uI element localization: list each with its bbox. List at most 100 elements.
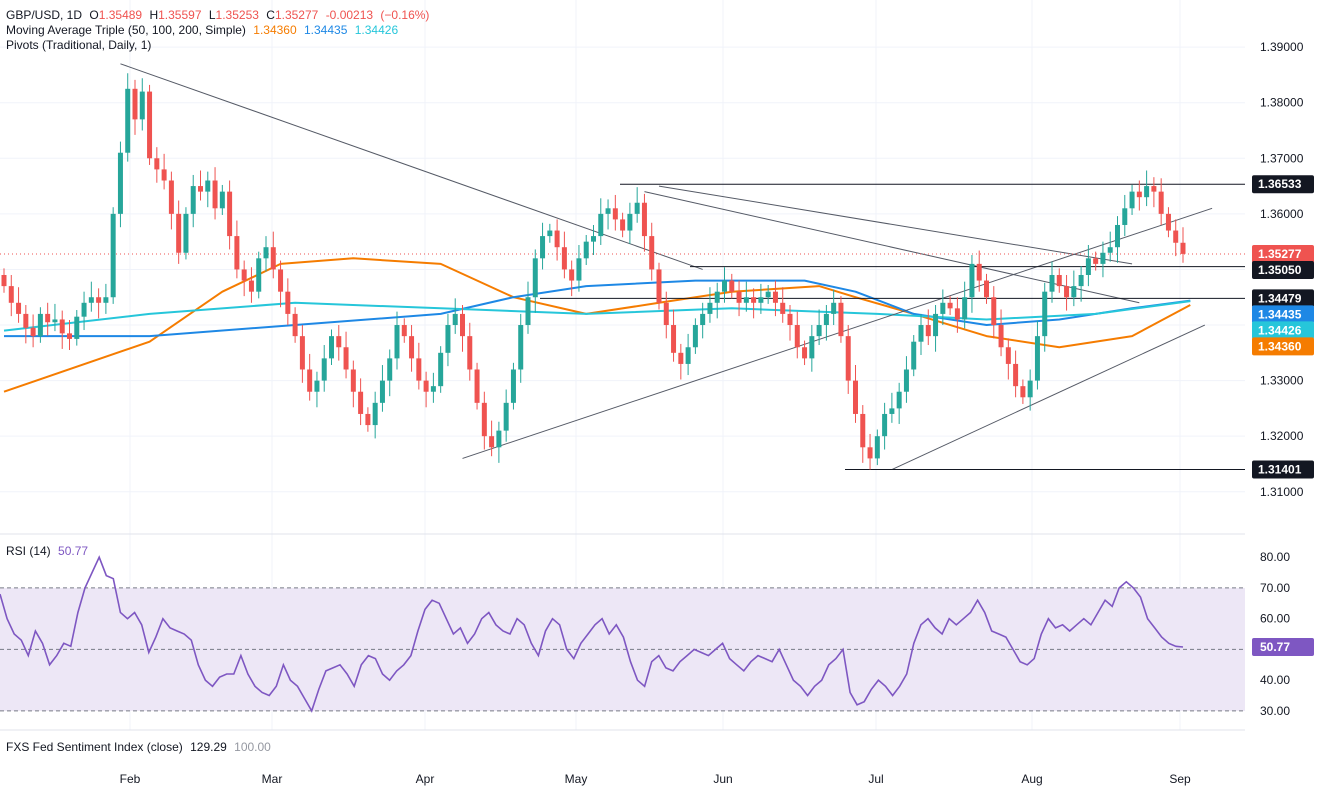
candle-body-23 xyxy=(168,180,174,214)
price-tag-6 xyxy=(1252,337,1314,356)
ma-title[interactable]: Moving Average Triple (50, 100, 200, Sim… xyxy=(6,23,246,37)
candle-body-161 xyxy=(1173,230,1179,243)
candle-body-121 xyxy=(882,413,888,437)
candle-body-18 xyxy=(132,88,138,120)
price-tag-text-6: 1.34360 xyxy=(1258,339,1302,353)
candle-body-57 xyxy=(416,358,422,381)
candle-body-16 xyxy=(117,152,123,214)
rsi-legend: RSI (14) 50.77 xyxy=(6,544,92,559)
candle-body-41 xyxy=(299,336,305,370)
candle-body-75 xyxy=(547,230,553,237)
candle-body-102 xyxy=(743,297,749,303)
candle-body-19 xyxy=(139,91,145,120)
candle-body-58 xyxy=(423,380,429,392)
candle-body-65 xyxy=(474,369,480,403)
candle-body-50 xyxy=(365,413,371,426)
candle-body-80 xyxy=(583,241,589,259)
fxs-title[interactable]: FXS Fed Sentiment Index (close) xyxy=(6,740,183,754)
price-tags: 1.36533 1.35277 1.35050 1.34479 1.34435 1.344… xyxy=(1252,175,1314,479)
rsi-pane xyxy=(0,555,1245,713)
candle-body-113 xyxy=(823,313,829,326)
price-tag-5 xyxy=(1252,321,1314,340)
candle-body-77 xyxy=(561,247,567,270)
candle-body-73 xyxy=(532,258,538,298)
candle-body-5 xyxy=(37,313,43,337)
price-tag-text-3: 1.34479 xyxy=(1258,291,1302,305)
ma100-value: 1.34435 xyxy=(304,23,348,37)
candle-body-64 xyxy=(467,336,473,370)
candle-body-0 xyxy=(1,275,7,287)
ma-line-2 xyxy=(3,300,1191,332)
candle-body-99 xyxy=(722,280,727,292)
candle-body-110 xyxy=(802,347,808,359)
candle-body-21 xyxy=(154,158,160,170)
candle-body-137 xyxy=(998,325,1004,348)
fxs-legend: FXS Fed Sentiment Index (close) 129.29 1… xyxy=(6,740,275,755)
candle-body-1 xyxy=(8,286,14,303)
candle-body-17 xyxy=(125,88,131,153)
candle-body-114 xyxy=(831,302,837,314)
rsi-tick-label-0: 30.00 xyxy=(1260,704,1290,718)
candle-body-158 xyxy=(1151,186,1157,192)
candle-body-122 xyxy=(889,408,895,414)
price-tag-text-7: 1.31401 xyxy=(1258,462,1302,476)
symbol-label[interactable]: GBP/USD, 1D xyxy=(6,8,83,22)
candle-body-124 xyxy=(903,369,909,392)
time-tick-label-5: Jul xyxy=(868,772,883,786)
candle-body-81 xyxy=(591,236,596,242)
price-tag-7 xyxy=(1252,460,1314,479)
rsi-value-tag-text: 50.77 xyxy=(1260,640,1290,654)
candle-body-8 xyxy=(59,319,65,334)
candle-body-53 xyxy=(387,358,393,381)
candle-body-154 xyxy=(1122,208,1128,225)
candle-body-162 xyxy=(1180,242,1186,254)
candle-body-30 xyxy=(219,191,225,209)
rsi-value-tag xyxy=(1252,638,1314,657)
candle-body-61 xyxy=(445,325,451,353)
candle-body-69 xyxy=(503,402,509,431)
candle-body-128 xyxy=(933,313,939,337)
candle-body-147 xyxy=(1071,286,1077,298)
candle-body-112 xyxy=(816,325,822,337)
candle-body-51 xyxy=(372,402,378,426)
candle-body-117 xyxy=(853,380,858,414)
candle-body-123 xyxy=(896,391,902,409)
candle-body-60 xyxy=(438,352,444,387)
rsi-tick-label-3: 60.00 xyxy=(1260,612,1290,626)
time-tick-label-7: Sep xyxy=(1169,772,1191,786)
candle-body-150 xyxy=(1093,258,1099,264)
rsi-title[interactable]: RSI (14) xyxy=(6,544,51,558)
candle-body-2 xyxy=(16,302,22,314)
candle-body-14 xyxy=(103,297,109,303)
candle-body-91 xyxy=(663,302,669,326)
price-tag-0 xyxy=(1252,175,1314,194)
price-tag-text-5: 1.34426 xyxy=(1258,323,1302,337)
price-tag-text-4: 1.34435 xyxy=(1258,307,1302,321)
candle-body-109 xyxy=(794,325,800,348)
price-tick-label-5: 1.36000 xyxy=(1260,207,1304,221)
open-label: O1.35489 xyxy=(89,8,143,22)
candles xyxy=(1,73,1186,470)
candle-body-100 xyxy=(729,280,735,292)
candle-body-126 xyxy=(918,325,924,342)
candle-body-94 xyxy=(685,347,691,364)
pivots-title[interactable]: Pivots (Traditional, Daily, 1) xyxy=(6,38,152,52)
candle-body-59 xyxy=(430,386,436,392)
candle-body-105 xyxy=(765,291,771,298)
candle-body-92 xyxy=(671,325,677,353)
candle-body-138 xyxy=(1005,347,1011,364)
candle-body-31 xyxy=(227,191,233,237)
price-tag-2 xyxy=(1252,261,1314,280)
candle-body-116 xyxy=(845,336,851,381)
candle-body-74 xyxy=(540,236,546,259)
candle-body-49 xyxy=(358,391,364,414)
candle-body-103 xyxy=(751,297,757,303)
candle-body-44 xyxy=(321,358,327,381)
candle-body-134 xyxy=(976,263,982,281)
time-axis[interactable]: Feb Mar Apr May Jun Jul Aug Sep xyxy=(120,772,1191,786)
candle-body-125 xyxy=(911,341,917,370)
candle-body-152 xyxy=(1107,247,1113,253)
trendline-2 xyxy=(462,207,1213,459)
